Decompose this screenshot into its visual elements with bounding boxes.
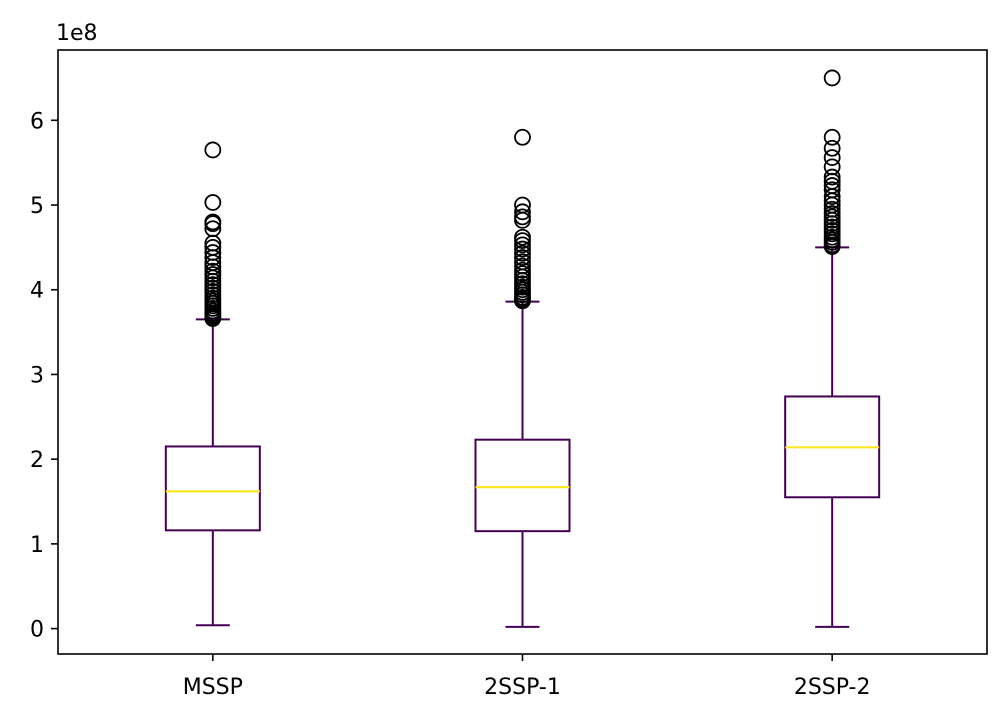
outlier-point (204, 141, 222, 159)
outlier-point (514, 128, 531, 146)
box-group-3 (784, 69, 881, 628)
y-scale-offset-label: 1e8 (56, 21, 98, 46)
y-tick-label: 4 (30, 279, 44, 304)
outlier-point (514, 244, 531, 262)
outlier-point (514, 257, 531, 275)
iqr-box (164, 445, 261, 532)
x-tick-label: MSSP (183, 675, 243, 700)
outlier-point (823, 139, 841, 157)
outlier-point (204, 262, 222, 280)
outlier-point (204, 244, 222, 261)
y-tick-label: 6 (30, 109, 44, 134)
outlier-point (514, 228, 531, 246)
y-tick-label: 1 (30, 533, 44, 558)
x-tick-label: 2SSP-2 (794, 675, 871, 700)
outlier-point (823, 149, 841, 166)
y-tick-label: 3 (30, 363, 44, 388)
outlier-point (204, 238, 222, 256)
outlier-point (514, 208, 531, 226)
outlier-point (823, 205, 841, 222)
outlier-point (823, 158, 841, 176)
outlier-point (823, 181, 841, 199)
outlier-point (823, 69, 841, 87)
outlier-point (514, 203, 531, 221)
outlier-point (823, 177, 841, 194)
outlier-point (204, 194, 222, 211)
iqr-box (474, 438, 571, 533)
outlier-point (823, 168, 841, 186)
y-tick-label: 2 (30, 448, 44, 473)
outlier-point (204, 213, 222, 231)
box-group-1 (164, 141, 261, 627)
outlier-point (823, 200, 841, 218)
outlier-point (823, 128, 841, 146)
outlier-point (514, 253, 531, 271)
outlier-point (514, 261, 531, 279)
box-group-2 (474, 128, 571, 628)
y-tick-label: 0 (30, 618, 44, 643)
x-tick-label: 2SSP-1 (484, 675, 561, 700)
outlier-point (514, 240, 531, 258)
plot-area (164, 69, 881, 628)
outlier-point (204, 220, 222, 238)
outlier-point (514, 249, 531, 266)
outlier-point (514, 236, 531, 254)
y-tick-label: 5 (30, 194, 44, 219)
outlier-point (514, 196, 531, 214)
axes: MSSP 2SSP-1 2SSP-2 0 1 2 3 4 5 6 (30, 109, 870, 700)
